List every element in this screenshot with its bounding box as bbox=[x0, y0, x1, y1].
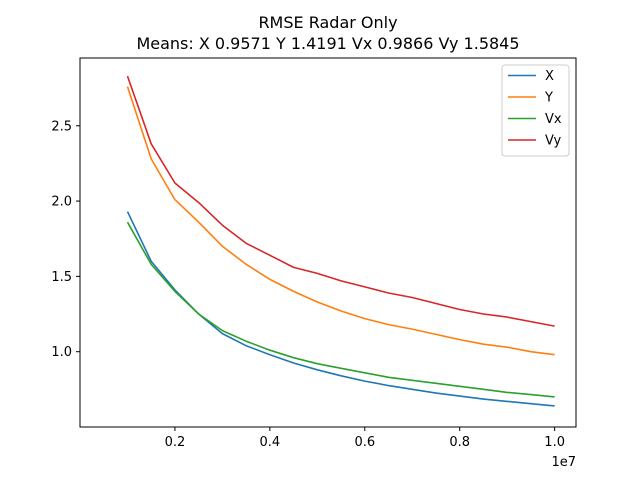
legend-label-vy: Vy bbox=[545, 134, 562, 149]
x-tick-label: 0.6 bbox=[354, 435, 375, 450]
legend-frame bbox=[501, 64, 570, 157]
chart-subtitle: Means: X 0.9571 Y 1.4191 Vx 0.9866 Vy 1.… bbox=[136, 34, 519, 53]
y-tick-label: 1.0 bbox=[51, 345, 72, 360]
x-axis-ticks: 0.2 0.4 0.6 0.8 1.0 bbox=[165, 427, 565, 450]
y-tick-label: 1.5 bbox=[51, 270, 72, 285]
x-tick-label: 0.8 bbox=[449, 435, 470, 450]
y-tick-label: 2.5 bbox=[51, 119, 72, 134]
series-layer bbox=[126, 75, 555, 407]
legend-label-x: X bbox=[545, 69, 554, 84]
y-axis-ticks: 1.0 1.5 2.0 2.5 bbox=[51, 119, 80, 360]
series-line-y bbox=[126, 86, 555, 356]
plot-frame bbox=[79, 57, 577, 428]
legend-label-y: Y bbox=[544, 91, 553, 106]
y-tick-label: 2.0 bbox=[51, 195, 72, 210]
legend: XY Vx Vy bbox=[501, 64, 570, 157]
x-tick-label: 0.4 bbox=[260, 435, 281, 450]
series-line-vx bbox=[126, 221, 555, 398]
series-line-vy bbox=[126, 75, 555, 327]
chart-title: RMSE Radar Only bbox=[258, 13, 397, 32]
x-tick-label: 0.2 bbox=[165, 435, 186, 450]
legend-label-vx: Vx bbox=[545, 112, 562, 127]
x-tick-label: 1.0 bbox=[544, 435, 565, 450]
x-axis-offset-label: 1e7 bbox=[551, 455, 576, 470]
